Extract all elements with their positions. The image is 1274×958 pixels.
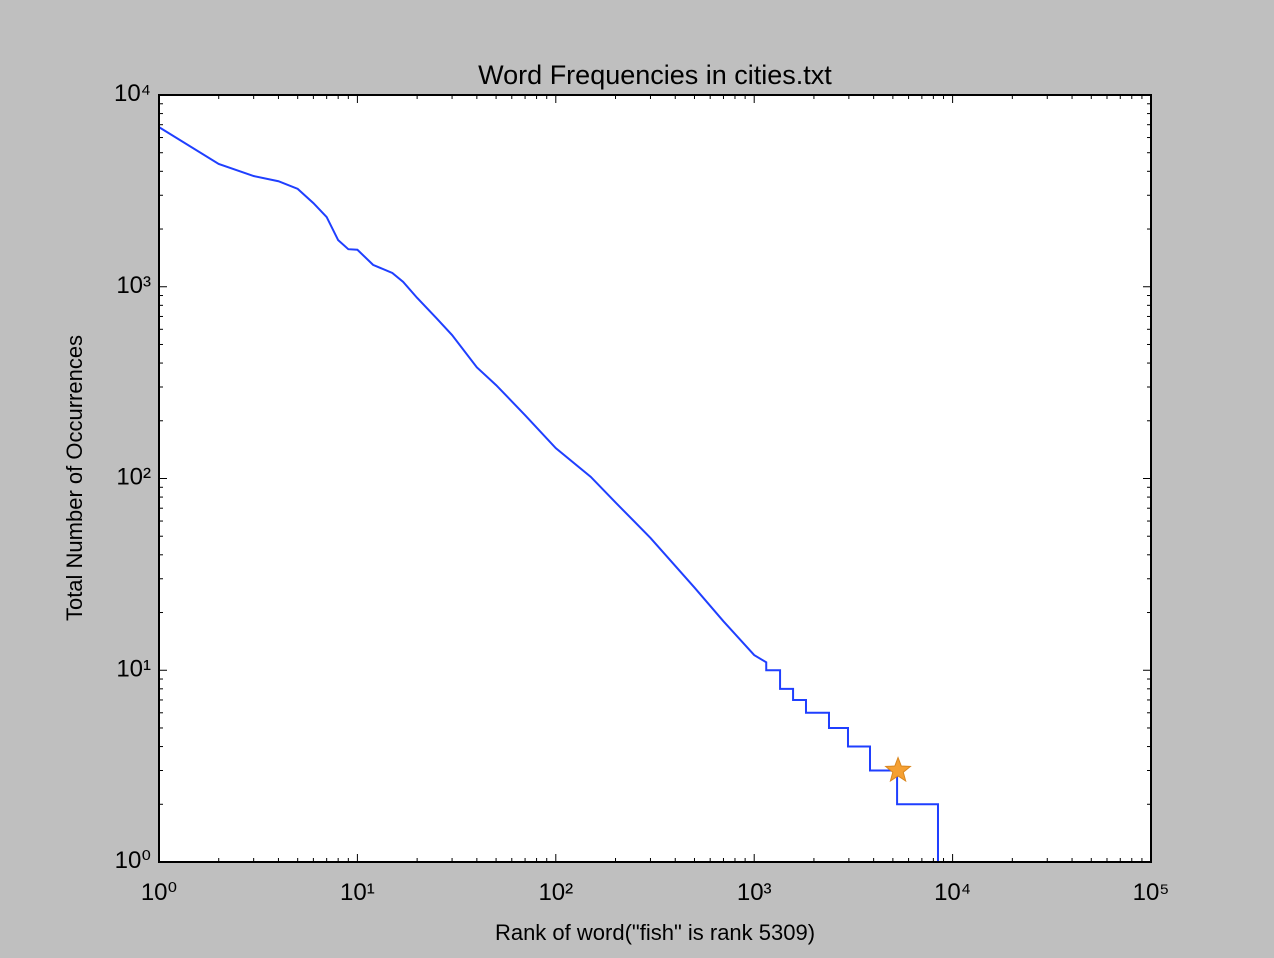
y-tick-label: 10³ (116, 272, 151, 299)
y-tick-label: 10⁰ (115, 847, 151, 874)
x-tick-label: 10¹ (340, 879, 375, 906)
y-tick-label: 10² (116, 464, 151, 491)
x-axis-label: Rank of word("fish" is rank 5309) (495, 920, 815, 945)
plot-area (159, 95, 1151, 862)
line-series (158, 126, 1019, 863)
y-axis-label: Total Number of Occurrences (62, 335, 87, 621)
x-tick-label: 10⁴ (934, 879, 971, 906)
y-tick-label: 10⁴ (114, 80, 151, 107)
plot-frame (158, 94, 1152, 863)
y-tick-label: 10¹ (116, 655, 151, 682)
chart-title: Word Frequencies in cities.txt (478, 60, 832, 90)
x-tick-label: 10⁵ (1133, 879, 1170, 906)
x-tick-label: 10⁰ (141, 879, 177, 906)
highlight-marker (884, 756, 912, 783)
x-tick-label: 10² (538, 879, 573, 906)
x-tick-label: 10³ (737, 879, 772, 906)
